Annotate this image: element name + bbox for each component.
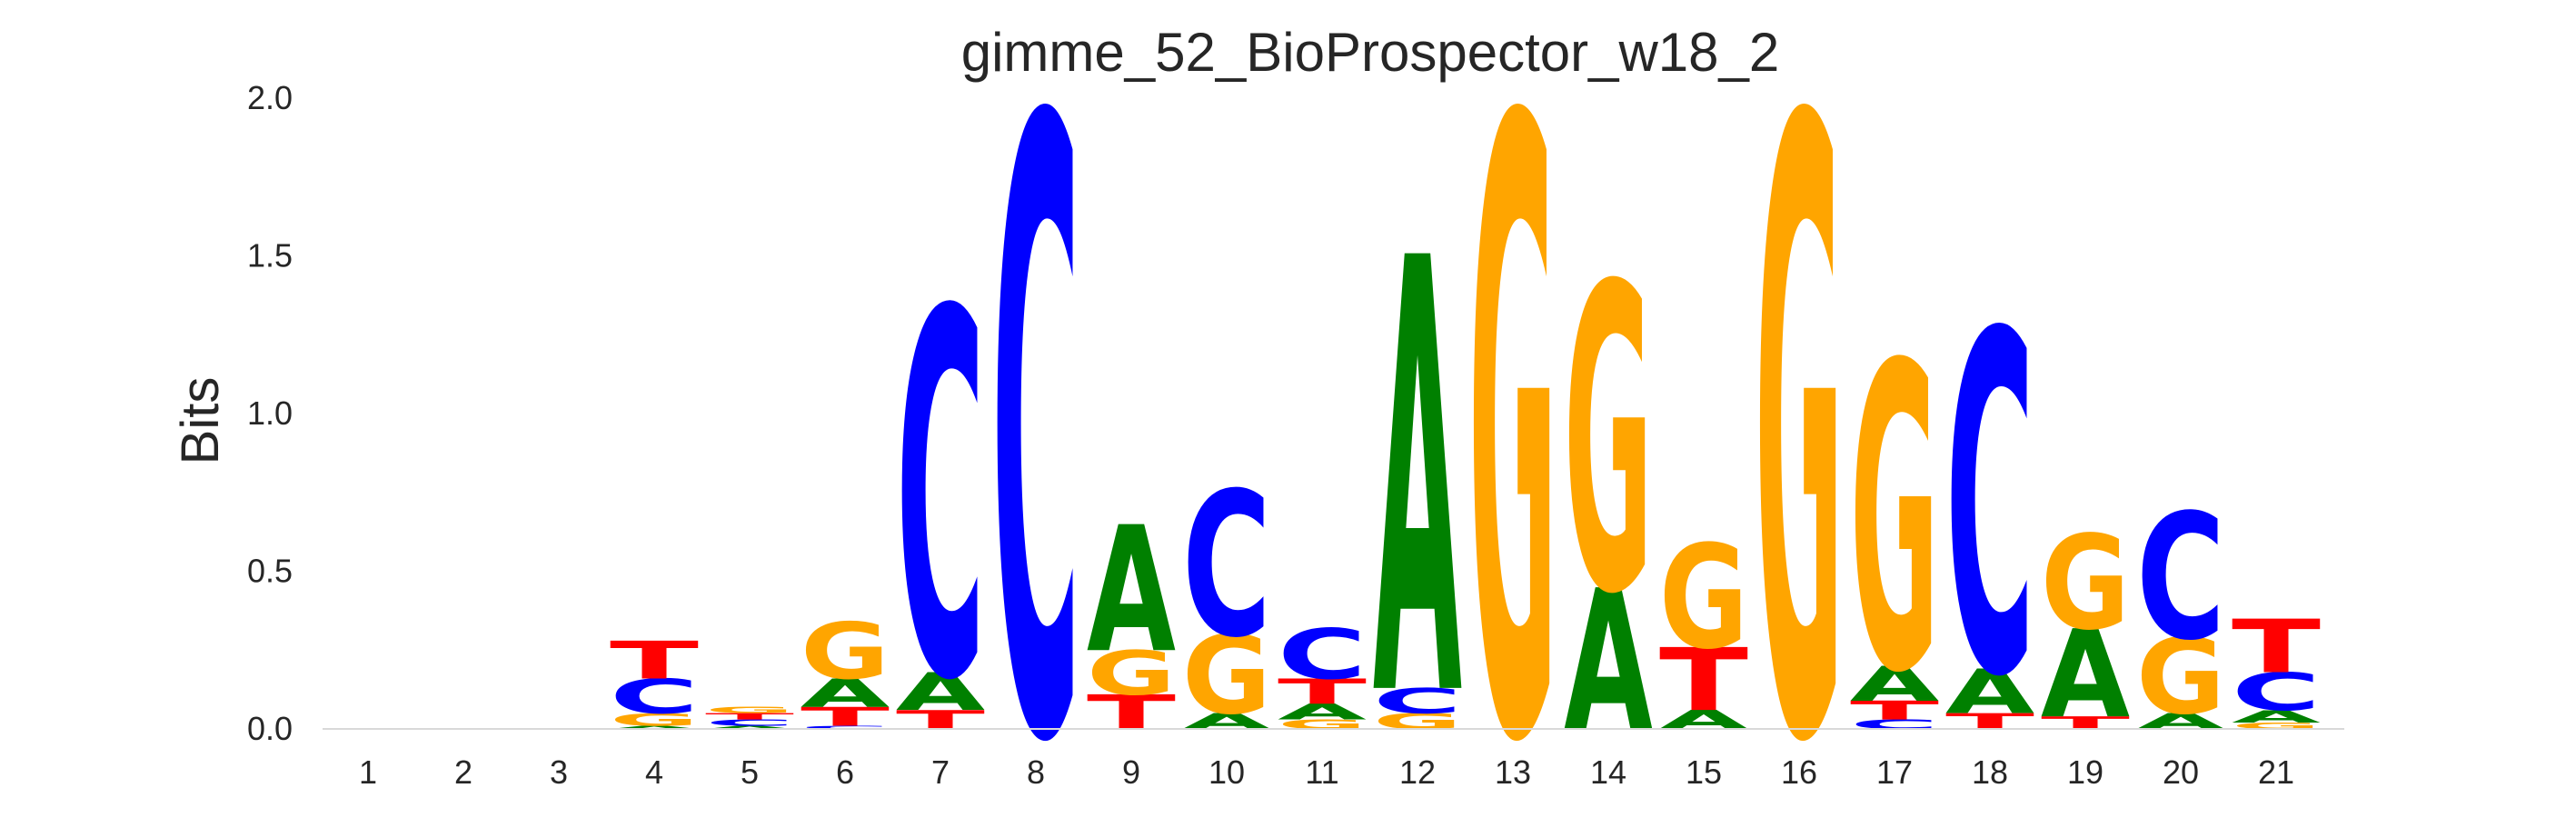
x-tick-label: 9 [1122,753,1140,791]
logo-letter-a: A [1659,705,1748,735]
x-tick-label: 21 [2258,753,2294,791]
logo-letter-g: G [1850,277,1939,765]
logo-letter-a: A [705,725,794,731]
logo-letter-t: T [1087,685,1176,740]
logo-letter-a: A [1945,657,2034,728]
logo-letter-a: A [1087,491,1176,692]
logo-letter-c: C [610,669,699,724]
x-tick-label: 17 [1876,753,1913,791]
logo-letter-t: T [2232,604,2321,690]
logo-letter-c: C [1945,237,2034,780]
logo-letter-a: A [1564,550,1653,775]
logo-letter-t: T [610,631,699,691]
logo-letter-c: C [2232,663,2321,723]
x-axis: 1 2 3 4 5 6 7 8 9 10 11 12 13 14 15 16 17 18 19 20 21 [359,753,2294,791]
y-tick-label: 0.5 [247,553,293,590]
logo-letter-c: C [801,725,890,731]
x-tick-label: 5 [741,753,759,791]
x-tick-label: 19 [2067,753,2104,791]
logo-letter-t: T [705,712,794,722]
logo-letter-g: G [1373,709,1462,734]
y-tick-label: 1.0 [247,394,293,432]
logo-letter-t: T [1659,630,1748,731]
x-tick-label: 14 [1590,753,1626,791]
logo-letter-t: T [1945,709,2034,734]
logo-letter-g: G [2041,509,2130,660]
y-tick-label: 0.0 [247,710,293,747]
y-axis: 0.0 0.5 1.0 1.5 2.0 [247,79,293,747]
logo-letter-c: C [1373,682,1462,722]
logo-letter-g: G [1659,515,1748,681]
logo-letter-a: A [1182,709,1272,734]
x-tick-label: 18 [1972,753,2008,791]
logo-letter-t: T [896,705,985,735]
x-tick-label: 1 [359,753,377,791]
logo-letter-c: C [1182,450,1271,682]
x-tick-label: 16 [1781,753,1817,791]
logo-letter-a: A [896,663,985,723]
x-tick-label: 11 [1305,753,1338,791]
logo-letter-c: C [705,718,794,728]
logo-letter-g: G [1755,0,1844,818]
x-tick-label: 8 [1027,753,1045,791]
x-tick-label: 20 [2163,753,2199,791]
x-tick-label: 2 [454,753,472,791]
logo-letter-g: G [1468,0,1557,818]
logo-letter-g: G [1087,638,1176,709]
logo-letter-a: A [1278,700,1368,725]
logo-letter-g: G [705,705,794,715]
y-axis-label: Bits [171,377,230,465]
logo-letter-t: T [1850,695,1939,725]
logo-letter-a: A [1373,136,1463,818]
x-tick-label: 13 [1495,753,1531,791]
logo-letter-t: T [801,702,890,732]
logo-letter-g: G [1182,614,1271,740]
y-tick-label: 1.5 [247,237,293,274]
chart-title: gimme_52_BioProspector_w18_2 [961,22,1780,83]
x-tick-label: 7 [931,753,950,791]
x-tick-label: 15 [1686,753,1722,791]
logo-letter-t: T [1278,672,1367,713]
x-tick-label: 6 [836,753,854,791]
y-tick-label: 2.0 [247,79,293,116]
logo-letter-c: C [2136,477,2225,678]
logo-letter-a: A [1850,656,1939,712]
logo-letter-a: A [2232,707,2321,727]
x-tick-label: 12 [1399,753,1436,791]
logo-letter-a: A [2041,604,2130,745]
logo-letter-a: A [801,671,890,716]
logo-letter-a: A [2136,709,2226,734]
x-tick-label: 3 [550,753,568,791]
logo-letter-g: G [1564,199,1653,687]
logo-letter-g: G [2232,721,2321,731]
logo-letter-g: G [2136,617,2225,738]
logo-letter-c: C [991,0,1080,818]
logo-letter-c: C [1278,614,1367,695]
logo-letter-a: A [610,725,699,731]
logo-letter-c: C [896,207,985,791]
logo-letter-g: G [801,607,890,697]
x-tick-label: 10 [1208,753,1245,791]
x-tick-label: 4 [645,753,663,791]
logo-letter-g: G [610,710,699,730]
